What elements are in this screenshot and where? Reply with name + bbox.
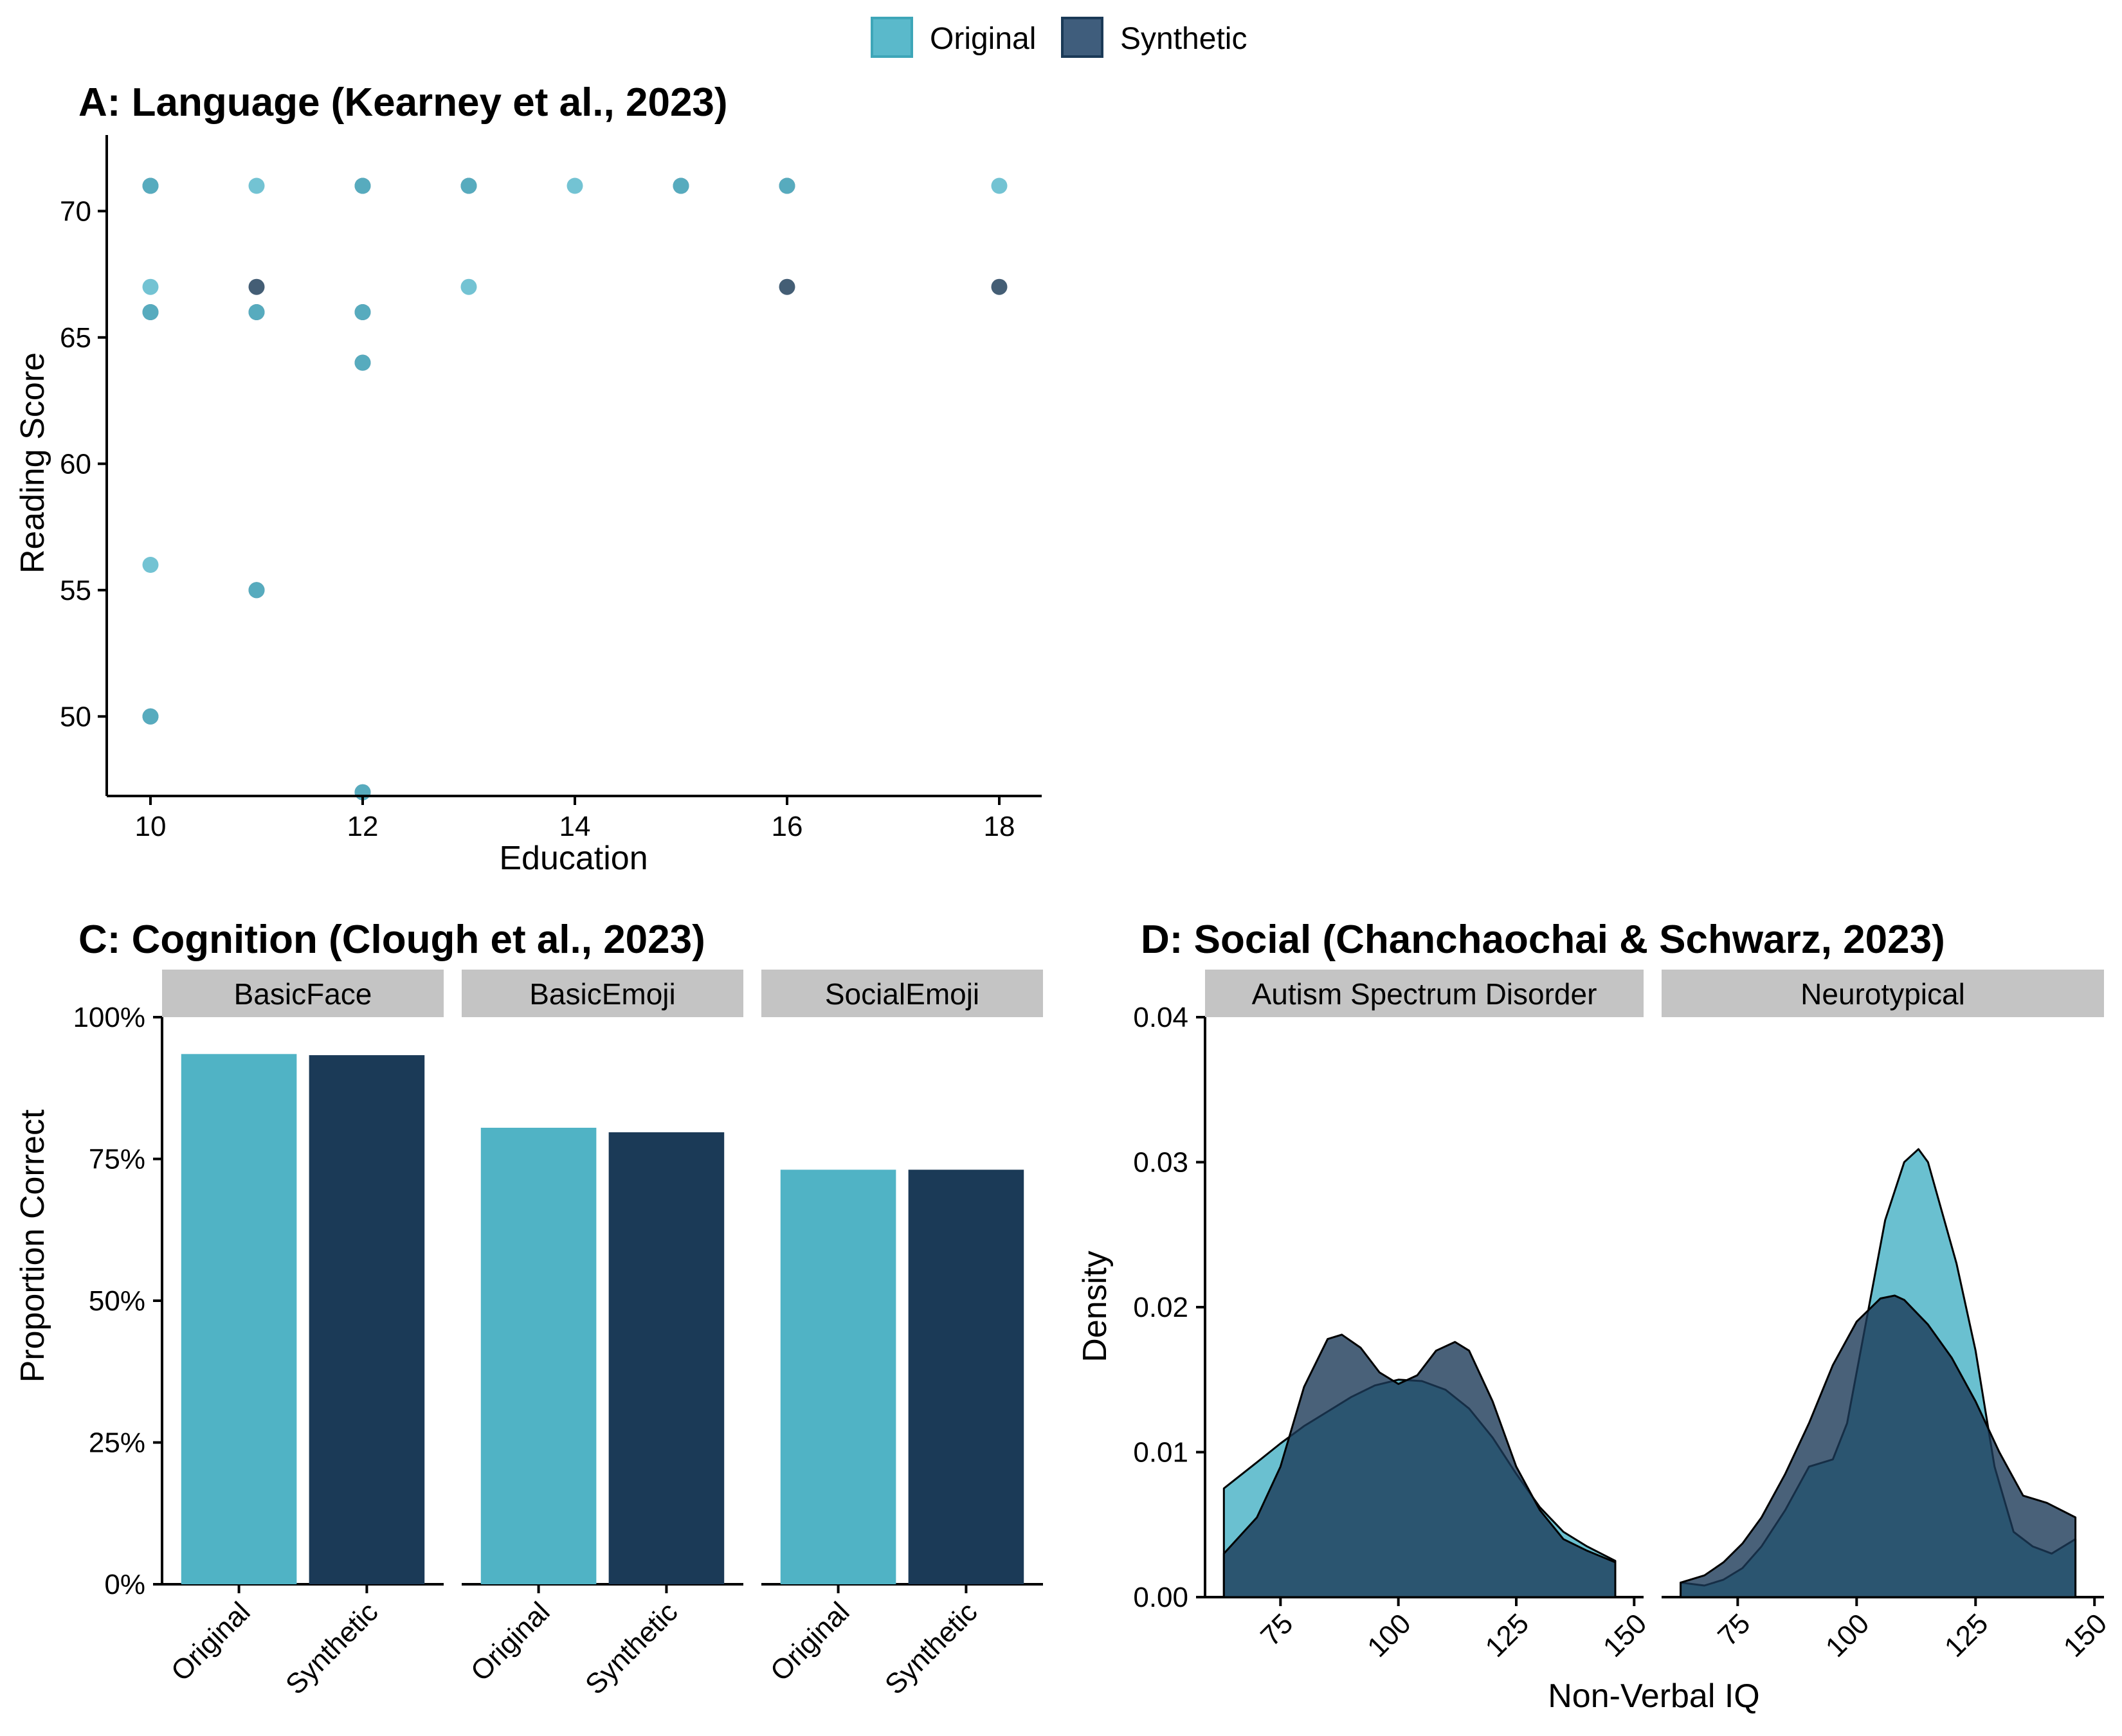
panel-a-point-original <box>991 177 1008 194</box>
panel-a-point-synthetic <box>248 278 265 295</box>
panel-a-y-tick-label: 65 <box>60 322 91 354</box>
panel-d-y-tick-label: 0.00 <box>1133 1582 1188 1613</box>
panel-c-x-tick-label: Original <box>465 1596 556 1687</box>
panel-d-content: 0.00 0.01 0.02 0.03 0.04 Autism Spectrum Diso… <box>1133 970 2113 1663</box>
panel-c-bar-original <box>480 1127 597 1584</box>
panel-a-point-original <box>673 177 689 194</box>
panel-d-x-axis-title: Non-Verbal IQ <box>1548 1677 1760 1715</box>
panel-c-y-axis-title: Proportion Correct <box>14 1109 51 1382</box>
panel-a-point-synthetic <box>991 278 1008 295</box>
panel-c-y-tick-label: 75% <box>89 1144 145 1175</box>
panel-a-point-synthetic <box>779 278 795 295</box>
panel-a-x-tick-label: 16 <box>772 811 803 842</box>
panel-c-x-tick-label: Original <box>165 1596 257 1687</box>
panel-a-point-original <box>354 354 371 371</box>
panel-a-x-tick-label: 12 <box>347 811 379 842</box>
panel-a-x-tick-label: 14 <box>559 811 591 842</box>
panel-a-point-original <box>248 582 265 599</box>
panel-d-x-tick-label: 150 <box>2058 1607 2114 1663</box>
panel-d-y-tick-label: 0.03 <box>1133 1147 1188 1179</box>
panel-d-x-tick-label: 100 <box>1361 1607 1417 1663</box>
panel-c-facet-label: BasicFace <box>234 977 372 1011</box>
panel-c-bar-synthetic <box>908 1170 1024 1584</box>
panel-a-point-original <box>142 708 159 725</box>
panel-a-point-original <box>142 177 159 194</box>
panel-c-facet-label: BasicEmoji <box>529 977 676 1011</box>
panel-a-point-original <box>460 278 477 295</box>
panel-c-bar-synthetic <box>608 1132 725 1584</box>
panel-d-y-tick-label: 0.04 <box>1133 1002 1188 1033</box>
panel-d-facet-strip <box>1205 970 1644 1017</box>
panel-d-y-tick-label: 0.01 <box>1133 1437 1188 1469</box>
panel-d-facet-strip <box>1662 970 2104 1017</box>
panel-a-y-tick-label: 60 <box>60 448 91 480</box>
panel-a-point-original <box>142 304 159 320</box>
panel-a-axes: 50 55 60 65 70 10 12 14 16 18 <box>60 135 1042 842</box>
panel-a-point-original <box>142 557 159 573</box>
panel-d-x-tick-label: 100 <box>1820 1607 1876 1663</box>
panel-d-density-synthetic <box>1680 1294 2077 1598</box>
panel-c-y-tick-label: 50% <box>89 1285 145 1317</box>
panel-a-point-original <box>779 177 795 194</box>
panel-a-point-original <box>354 304 371 320</box>
panel-d-y-axis-title: Density <box>1076 1251 1114 1362</box>
panel-d-title: D: Social (Chanchaochai & Schwarz, 2023) <box>1141 918 1945 962</box>
panel-a-y-axis-title: Reading Score <box>14 352 51 574</box>
panel-a-title: A: Language (Kearney et al., 2023) <box>78 80 728 125</box>
panel-c-x-tick-label: Synthetic <box>879 1596 984 1701</box>
panel-d-density-synthetic <box>1222 1334 1617 1598</box>
panel-a: A: Language (Kearney et al., 2023) 50 55 6… <box>14 80 1042 877</box>
panel-a-y-tick-label: 70 <box>60 195 91 227</box>
panel-d: D: Social (Chanchaochai & Schwarz, 2023)… <box>1076 918 2113 1715</box>
panel-a-point-original <box>567 177 583 194</box>
panel-a-x-tick-label: 10 <box>135 811 167 842</box>
panel-c-facet-label: SocialEmoji <box>825 977 979 1011</box>
legend: Original Synthetic <box>871 17 1247 58</box>
panel-d-y-tick-label: 0.02 <box>1133 1292 1188 1323</box>
panel-d-x-tick-label: 75 <box>1712 1607 1756 1652</box>
legend-swatch-original <box>871 17 913 58</box>
panel-a-points <box>142 177 1008 800</box>
panel-d-facet-label: Neurotypical <box>1800 977 1965 1011</box>
panel-a-point-original <box>248 177 265 194</box>
panel-a-point-original <box>142 278 159 295</box>
panel-a-x-axis-title: Education <box>499 840 648 877</box>
panel-c-title: C: Cognition (Clough et al., 2023) <box>78 918 705 962</box>
panel-c-facet-strip <box>761 970 1043 1017</box>
legend-label-original: Original <box>930 22 1036 56</box>
panel-c-facet-strip <box>462 970 743 1017</box>
panel-d-facet-label: Autism Spectrum Disorder <box>1252 977 1597 1011</box>
legend-swatch-synthetic <box>1061 17 1103 58</box>
panel-c-bar-synthetic <box>309 1055 425 1584</box>
panel-c-x-tick-label: Original <box>765 1596 856 1687</box>
panel-d-x-tick-label: 125 <box>1480 1607 1536 1663</box>
panel-c-bar-original <box>780 1170 896 1584</box>
panel-c-y-tick-label: 0% <box>104 1569 145 1600</box>
panel-d-x-tick-label: 75 <box>1255 1607 1299 1652</box>
panel-c-content: 0% 25% 50% 75% 100% BasicFace Original Syntheti… <box>73 970 1043 1701</box>
panel-c: C: Cognition (Clough et al., 2023) 0% 25%… <box>14 918 1043 1701</box>
panel-c-y-tick-label: 25% <box>89 1427 145 1459</box>
panel-c-y-tick-label: 100% <box>73 1002 145 1033</box>
panel-d-x-tick-label: 150 <box>1597 1607 1653 1663</box>
panel-a-x-tick-label: 18 <box>984 811 1015 842</box>
panel-a-y-tick-label: 55 <box>60 575 91 606</box>
panel-c-bar-original <box>181 1054 297 1584</box>
panel-a-point-original <box>248 304 265 320</box>
panel-a-y-tick-label: 50 <box>60 701 91 732</box>
panel-c-facet-strip <box>162 970 444 1017</box>
legend-label-synthetic: Synthetic <box>1120 22 1247 56</box>
panel-a-point-original <box>354 177 371 194</box>
panel-c-x-tick-label: Synthetic <box>280 1596 385 1701</box>
panel-d-x-tick-label: 125 <box>1939 1607 1995 1663</box>
panel-a-point-original <box>460 177 477 194</box>
panel-c-x-tick-label: Synthetic <box>579 1596 684 1701</box>
